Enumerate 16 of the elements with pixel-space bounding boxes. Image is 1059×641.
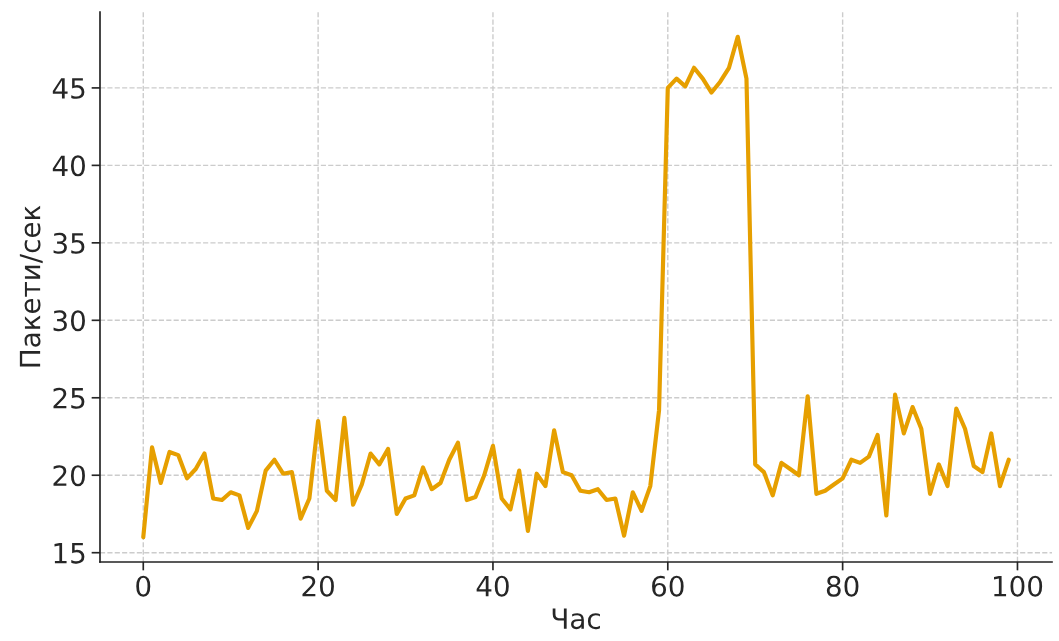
x-tick-label: 80 (826, 575, 859, 597)
x-tick-label: 0 (136, 575, 151, 597)
y-tick-label: 15 (54, 543, 85, 564)
x-axis-title: Час (552, 608, 600, 630)
y-tick-label: 40 (52, 155, 85, 177)
x-tick-label: 100 (994, 575, 1043, 597)
line-series (141, 34, 1011, 540)
y-tick-label: 45 (52, 78, 85, 99)
x-tick-label: 60 (652, 575, 684, 597)
y-tick-label: 25 (53, 387, 85, 409)
y-tick-label: 20 (53, 465, 85, 487)
y-axis-title: Пакети/сек (19, 205, 43, 367)
x-tick-label: 40 (476, 575, 509, 597)
x-tick-label: 20 (302, 575, 334, 597)
y-tick-label: 35 (53, 232, 85, 254)
y-tick-label: 30 (53, 310, 85, 332)
